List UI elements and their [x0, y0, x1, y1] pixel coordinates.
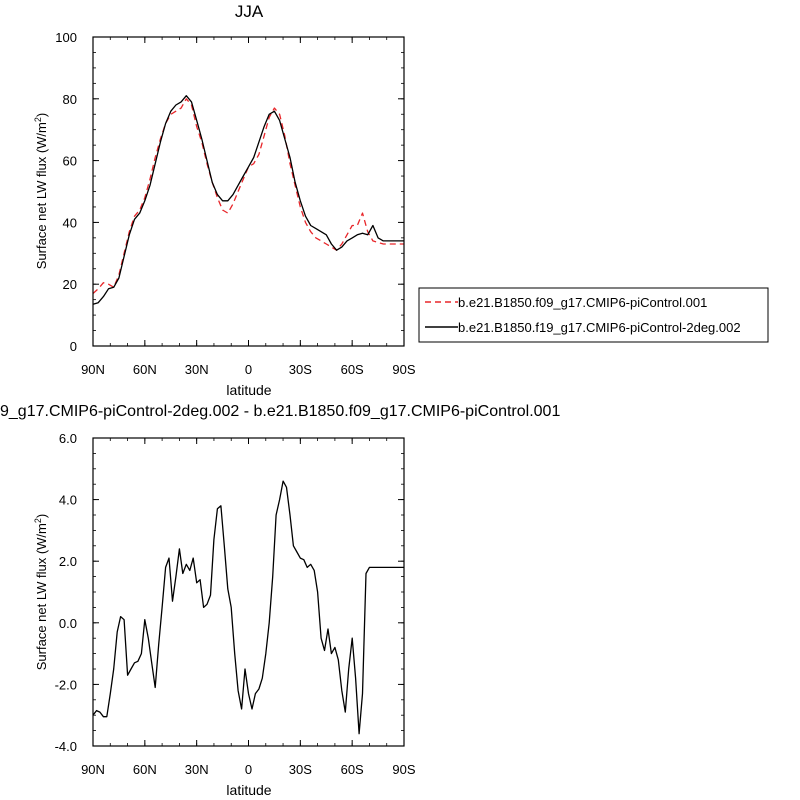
- top-y-tick-label-1: 20: [63, 277, 77, 292]
- top-y-tick-label-3: 60: [63, 154, 77, 169]
- top-x-axis-label: latitude: [226, 382, 271, 398]
- bottom-y-tick-label-4: 4.0: [59, 493, 77, 508]
- bottom-x-axis-ticks: 90N 60N 30N 0 30S 60S 90S: [81, 438, 416, 777]
- bottom-chart-title: 9_g17.CMIP6-piControl-2deg.002 - b.e21.B…: [0, 403, 560, 420]
- bottom-x-tick-label-4: 30S: [289, 762, 312, 777]
- bottom-x-tick-label-2: 30N: [185, 762, 209, 777]
- bottom-x-tick-label-6: 90S: [392, 762, 415, 777]
- top-y-tick-label-0: 0: [70, 339, 77, 354]
- legend-box: [418, 287, 769, 343]
- bottom-y-axis-label: Surface net LW flux (W/m2): [33, 514, 49, 671]
- bottom-x-tick-label-0: 90N: [81, 762, 105, 777]
- top-y-tick-label-2: 40: [63, 215, 77, 230]
- top-series-lines: [92, 95, 404, 305]
- bottom-y-tick-label-0: -4.0: [55, 739, 77, 754]
- bottom-panel: 9_g17.CMIP6-piControl-2deg.002 - b.e21.B…: [0, 403, 560, 798]
- top-panel: JJA 90N 60N 30N 0 30S 60S 90S 0 20 40 60 80 100 lat…: [33, 2, 416, 398]
- bottom-y-tick-label-2: 0.0: [59, 616, 77, 631]
- top-x-tick-label-2: 30N: [185, 362, 209, 377]
- bottom-series-lines: [92, 480, 404, 735]
- top-chart-title: JJA: [235, 2, 264, 21]
- top-x-tick-label-5: 60S: [341, 362, 364, 377]
- bottom-x-tick-label-5: 60S: [341, 762, 364, 777]
- bottom-x-tick-label-1: 60N: [133, 762, 157, 777]
- top-x-tick-label-0: 90N: [81, 362, 105, 377]
- top-x-tick-label-6: 90S: [392, 362, 415, 377]
- bottom-y-tick-label-1: -2.0: [55, 677, 77, 692]
- top-y-axis-ticks: 0 20 40 60 80 100: [55, 30, 404, 354]
- bottom-x-axis-label: latitude: [226, 782, 271, 798]
- bottom-y-tick-label-5: 6.0: [59, 431, 77, 446]
- bottom-y-tick-label-3: 2.0: [59, 554, 77, 569]
- top-y-tick-label-4: 80: [63, 92, 77, 107]
- top-series-line-1: [92, 98, 404, 294]
- bottom-plot-frame: [92, 437, 405, 747]
- top-series-line-2: [92, 95, 404, 305]
- top-y-tick-label-5: 100: [55, 30, 77, 45]
- top-plot-frame: [92, 36, 405, 347]
- legend-label-series-2: b.e21.B1850.f19_g17.CMIP6-piControl-2deg…: [458, 320, 741, 335]
- bottom-y-axis-ticks: -4.0 -2.0 0.0 2.0 4.0 6.0: [55, 431, 404, 754]
- legend-label-series-1: b.e21.B1850.f09_g17.CMIP6-piControl.001: [458, 295, 707, 310]
- top-y-axis-label: Surface net LW flux (W/m2): [33, 113, 49, 270]
- top-x-tick-label-4: 30S: [289, 362, 312, 377]
- top-x-tick-label-1: 60N: [133, 362, 157, 377]
- bottom-x-tick-label-3: 0: [245, 762, 252, 777]
- top-x-tick-label-3: 0: [245, 362, 252, 377]
- top-x-axis-ticks: 90N 60N 30N 0 30S 60S 90S: [81, 37, 416, 377]
- bottom-series-line-1: [92, 480, 404, 735]
- legend: b.e21.B1850.f09_g17.CMIP6-piControl.001 …: [418, 287, 769, 343]
